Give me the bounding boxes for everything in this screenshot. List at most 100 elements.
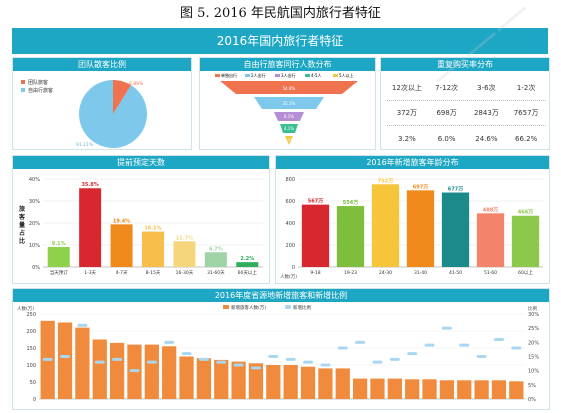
legend-swatch-new-travelers [223, 305, 229, 309]
y-axis-label-char: 客 [18, 213, 26, 221]
x-tick-label: 60以上 [518, 269, 533, 276]
x-tick-label: 24-30 [379, 270, 392, 276]
ratio-marker [372, 360, 383, 364]
bar-data-label: 554万 [343, 199, 358, 206]
legend-swatch-new-ratio [285, 305, 291, 309]
table-row: 372万 698万 2843万 7657万 [387, 101, 546, 126]
bar [142, 231, 164, 267]
bar [387, 378, 402, 399]
ratio-marker [389, 357, 400, 361]
funnel-level-five-plus [285, 136, 293, 145]
bar [406, 190, 435, 267]
funnel-panel: 自由行旅客同行人数分布 单独出行 2人出行 3人出行 4-5人 5人以上 54.… [199, 57, 376, 150]
bar [371, 184, 400, 267]
bar [109, 342, 125, 399]
ratio-marker [233, 363, 244, 367]
bar [301, 204, 330, 267]
x-tick-label: 4-7天 [116, 270, 128, 276]
y-tick-label: 600 [285, 199, 295, 205]
y-tick-label: 30% [29, 199, 40, 205]
legend-new-travelers: 新增旅客人数(万) [231, 304, 266, 311]
x-tick-label: 41-50 [449, 270, 462, 276]
bar-data-label: 9.1% [52, 241, 66, 247]
bar [335, 368, 350, 399]
y-tick-label: 150 [26, 346, 36, 352]
y-axis-label: 人数(万) [17, 305, 34, 312]
bar [441, 192, 470, 267]
repurchase-title: 重复购买率分布 [381, 58, 549, 71]
funnel-legend: 单独出行 2人出行 3人出行 4-5人 5人以上 [215, 72, 354, 78]
funnel-label-four-five: 4.1% [284, 126, 294, 131]
ratio-marker [268, 355, 279, 358]
bar [204, 252, 227, 267]
ratio-marker [181, 352, 192, 356]
ratio-marker [164, 340, 175, 344]
x-tick-label: 8-15天 [146, 270, 161, 276]
y-tick-label: 200 [26, 329, 36, 335]
funnel-legend-swatch-five-plus [333, 74, 338, 77]
pie-legend-swatch-group [21, 80, 25, 84]
bar-data-label: 488万 [483, 206, 498, 213]
bar [370, 378, 385, 399]
y-tick-label: 250 [26, 312, 36, 318]
bar [457, 380, 472, 399]
table-cell: 6.0% [437, 134, 456, 143]
province-panel: 2016年度省源地新增旅客和新增比例 0 50 100 150 200 250 0% 5% 10… [12, 288, 550, 410]
bar-data-label: 567万 [308, 198, 323, 205]
funnel-legend-five-plus: 5人以上 [339, 72, 354, 78]
bar [509, 381, 524, 399]
bar [474, 380, 489, 399]
y-tick-label: 400 [285, 221, 295, 227]
y2-tick-label: 15% [528, 355, 539, 361]
x-tick-label: 1-3天 [84, 270, 96, 276]
bar [352, 378, 368, 399]
pie-label-independent: 91.11% [76, 142, 94, 148]
y-tick-label: 40% [29, 177, 40, 183]
bar [196, 358, 212, 399]
bar-data-label: 35.8% [81, 182, 98, 188]
pie-legend-group: 团队旅客 [28, 79, 48, 86]
pie-legend-swatch-independent [21, 88, 25, 92]
ratio-marker [129, 369, 140, 373]
age-panel: 2016年新增旅客年龄分布 0 200 400 600 800 人数(万) 567万 9-18… [275, 155, 550, 284]
ratio-marker [216, 360, 227, 364]
table-cell: 3-6次 [477, 84, 496, 92]
x-tick-label: 31-60天 [207, 270, 225, 276]
bar [318, 368, 333, 399]
y-axis-label-char: 量 [19, 221, 25, 229]
ratio-marker [493, 338, 504, 341]
funnel-legend-solo: 单独出行 [221, 72, 237, 78]
ratio-marker [459, 343, 470, 347]
age-title: 2016年新增旅客年龄分布 [276, 156, 549, 169]
funnel-legend-four-five: 4-5人 [311, 73, 322, 78]
y-tick-label: 0% [32, 265, 40, 271]
pie-panel: 团队散客比例 团队旅客 自由行旅客 8.89% 91.11% [12, 57, 192, 150]
funnel-level-three [274, 112, 304, 121]
bar [231, 361, 246, 399]
bar [144, 344, 159, 399]
funnel-label-solo: 54.8% [283, 86, 296, 91]
ratio-marker [94, 360, 105, 364]
funnel-legend-swatch-three [275, 74, 280, 77]
bar-data-label: 6.7% [209, 246, 223, 252]
bar [300, 366, 316, 399]
bar [336, 206, 365, 267]
legend-new-ratio: 新增比例 [293, 304, 311, 311]
funnel-legend-swatch-four-five [305, 74, 310, 77]
y-tick-label: 10% [29, 243, 40, 249]
pie-label-group: 8.89% [129, 81, 144, 87]
ratio-marker [112, 357, 123, 361]
bar [439, 380, 455, 399]
bar [179, 356, 194, 399]
bar-data-label: 466万 [518, 209, 533, 216]
bar [162, 346, 177, 399]
y-tick-label: 800 [285, 177, 295, 183]
funnel-level-four-five [280, 124, 298, 133]
ratio-marker [337, 346, 348, 350]
ratio-marker [441, 326, 452, 330]
y2-tick-label: 0% [528, 397, 536, 403]
bar [110, 224, 133, 267]
bar [75, 327, 90, 399]
y2-tick-label: 10% [528, 369, 539, 375]
funnel-chart: 单独出行 2人出行 3人出行 4-5人 5人以上 54.8% 35.1% 6.1… [215, 72, 358, 145]
